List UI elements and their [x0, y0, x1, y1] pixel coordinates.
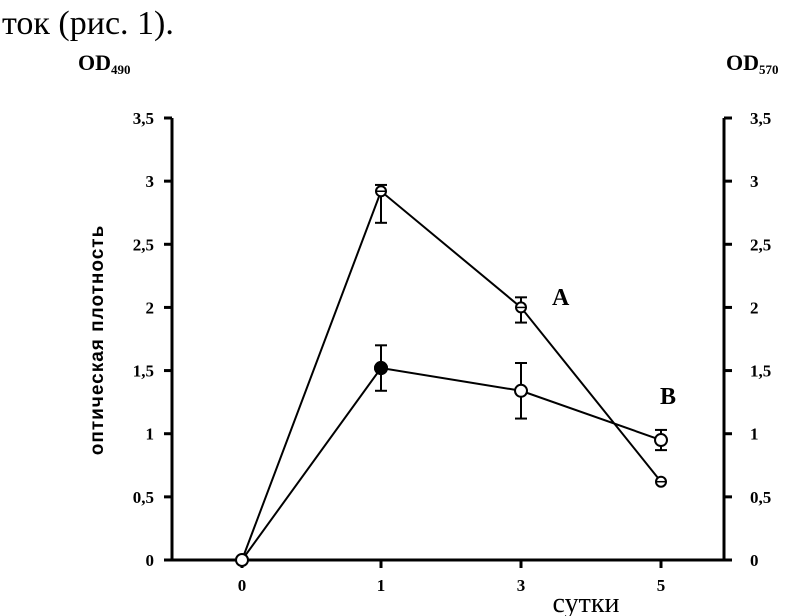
right-y-tick-label: 0,5 — [750, 488, 771, 507]
left-axis-od-label: OD490 — [78, 50, 131, 77]
left-y-tick-label: 3 — [146, 172, 155, 191]
x-tick-label: 3 — [517, 576, 526, 595]
right-y-tick-label: 2 — [750, 298, 759, 317]
left-y-tick-label: 3,5 — [133, 109, 154, 128]
left-y-tick-label: 0,5 — [133, 488, 154, 507]
series-label-b: В — [660, 384, 676, 410]
x-tick-label: 0 — [238, 576, 247, 595]
left-y-tick-label: 1,5 — [133, 362, 154, 381]
left-y-ticks: 0 0,5 1 1,5 2 2,5 3 3,5 — [133, 109, 172, 570]
left-y-tick-label: 2 — [146, 298, 155, 317]
series-b-point — [514, 383, 528, 398]
right-y-tick-label: 3 — [750, 172, 759, 191]
series-label-a: А — [552, 285, 570, 311]
caption-fragment: ток (рис. 1). — [2, 5, 174, 42]
x-axis-title: сутки — [553, 588, 620, 616]
series-layer — [235, 183, 668, 567]
right-y-tick-label: 1,5 — [750, 362, 771, 381]
series-a-line — [241, 189, 662, 561]
filled-point-marker — [374, 361, 388, 376]
left-y-tick-label: 1 — [146, 425, 155, 444]
x-tick-label: 1 — [377, 576, 386, 595]
right-y-ticks: 0 0,5 1 1,5 2 2,5 3 3,5 — [724, 109, 771, 570]
y-axis-title: оптическая плотность — [87, 225, 108, 456]
right-y-tick-label: 3,5 — [750, 109, 771, 128]
right-y-tick-label: 1 — [750, 425, 759, 444]
series-b-line — [241, 366, 662, 561]
right-y-tick-label: 2,5 — [750, 235, 771, 254]
left-y-tick-label: 2,5 — [133, 235, 154, 254]
series-b-point — [235, 553, 249, 567]
left-axis-od-main: OD — [78, 50, 111, 75]
right-y-tick-label: 0 — [750, 551, 759, 570]
left-axis-od-sub: 490 — [111, 62, 131, 77]
x-ticks: 0 1 3 5 — [238, 560, 666, 595]
left-y-tick-label: 0 — [146, 551, 155, 570]
x-tick-label: 5 — [657, 576, 666, 595]
right-axis-od-label: OD570 — [726, 50, 779, 77]
right-axis-od-sub: 570 — [759, 62, 779, 77]
series-b-point — [654, 433, 668, 448]
right-axis-od-main: OD — [726, 50, 759, 75]
